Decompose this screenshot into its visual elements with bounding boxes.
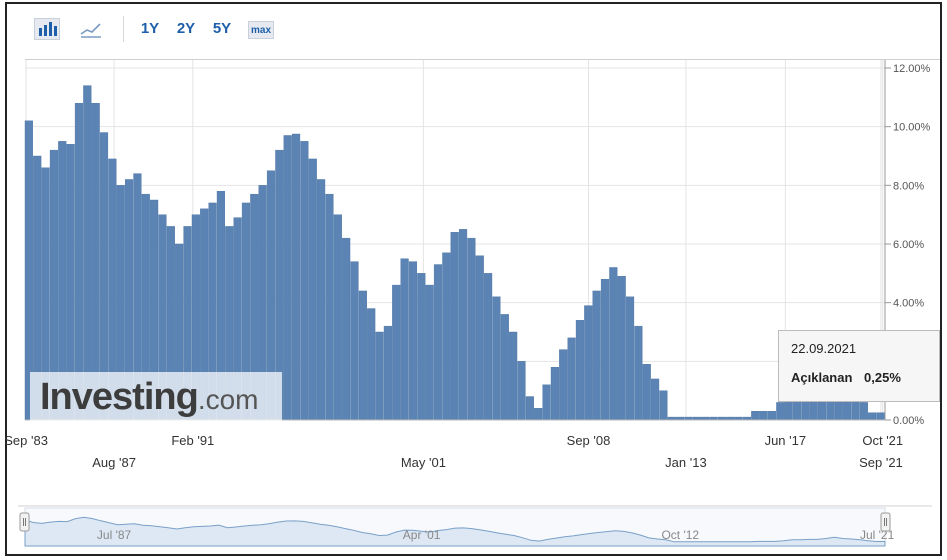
bar bbox=[575, 320, 585, 421]
bar bbox=[859, 402, 868, 421]
bars bbox=[24, 85, 885, 421]
bar bbox=[759, 411, 768, 421]
bar bbox=[876, 412, 885, 421]
tooltip-value: 0,25% bbox=[864, 370, 901, 385]
x-tick-label: Aug '87 bbox=[92, 455, 136, 470]
line-chart-icon[interactable] bbox=[78, 18, 104, 40]
bar bbox=[550, 367, 559, 421]
navigator[interactable]: Jul '87 Apr '01 Oct '12 Jul '21 bbox=[18, 505, 932, 547]
bar bbox=[509, 331, 518, 421]
bar bbox=[433, 264, 443, 421]
bar bbox=[392, 284, 401, 421]
x-tick-label: Sep '83 bbox=[4, 433, 48, 448]
bar bbox=[634, 325, 643, 421]
bar bbox=[617, 276, 626, 421]
bar bbox=[342, 237, 351, 421]
bar bbox=[283, 135, 292, 421]
bar bbox=[325, 193, 334, 421]
bar bbox=[367, 308, 376, 421]
y-tick-label: 0.00% bbox=[893, 415, 924, 427]
navigator-label: Oct '12 bbox=[661, 528, 699, 542]
bar bbox=[868, 412, 877, 421]
range-5y-button[interactable]: 5Y bbox=[212, 20, 232, 37]
bar bbox=[375, 331, 384, 421]
investing-logo: Investing.com bbox=[30, 372, 282, 426]
x-tick-label: Sep '08 bbox=[567, 433, 611, 448]
bar bbox=[467, 237, 476, 421]
bar bbox=[425, 284, 434, 421]
bar bbox=[492, 296, 501, 421]
data-tooltip: 22.09.2021 Açıklanan 0,25% bbox=[778, 330, 940, 402]
bar bbox=[308, 158, 317, 421]
bar bbox=[559, 349, 568, 421]
bar bbox=[659, 390, 668, 421]
y-tick-label: 4.00% bbox=[893, 298, 924, 310]
toolbar-divider bbox=[25, 59, 940, 60]
x-tick-label: Jan '13 bbox=[665, 455, 707, 470]
x-tick-label: Jun '17 bbox=[765, 433, 807, 448]
bar bbox=[442, 252, 451, 421]
bar bbox=[458, 229, 468, 421]
bar bbox=[350, 261, 359, 421]
bar bbox=[592, 290, 601, 421]
x-tick-label: May '01 bbox=[401, 455, 446, 470]
navigator-right-handle-grip bbox=[880, 512, 891, 532]
bar bbox=[776, 402, 785, 421]
range-max-button[interactable]: max bbox=[248, 21, 274, 39]
x-tick-label: Sep '21 bbox=[859, 455, 903, 470]
navigator-right-handle[interactable] bbox=[880, 512, 891, 532]
bar bbox=[358, 290, 367, 421]
navigator-left-handle[interactable] bbox=[19, 512, 30, 532]
bar bbox=[300, 141, 309, 421]
bar bbox=[291, 133, 301, 421]
bar bbox=[651, 378, 660, 421]
tooltip-label: Açıklanan bbox=[791, 370, 853, 385]
x-axis: Sep '83 Feb '91 Sep '08 Jun '17 Oct '21 Aug '… bbox=[4, 419, 903, 470]
bar bbox=[450, 232, 459, 421]
chart-toolbar: 1Y 2Y 5Y max bbox=[7, 4, 940, 54]
bar bbox=[567, 337, 576, 421]
bar bbox=[500, 314, 509, 421]
navigator-label: Apr '01 bbox=[403, 528, 441, 542]
bar-chart-icon[interactable] bbox=[34, 18, 60, 40]
range-2y-button[interactable]: 2Y bbox=[176, 20, 196, 37]
y-tick-label: 12.00% bbox=[893, 63, 931, 75]
bar bbox=[525, 396, 534, 421]
navigator-series bbox=[24, 516, 886, 547]
bar bbox=[383, 325, 392, 421]
tooltip-date: 22.09.2021 bbox=[791, 341, 857, 356]
bar bbox=[609, 267, 618, 421]
bar bbox=[534, 408, 543, 421]
bar bbox=[625, 296, 635, 421]
bar bbox=[542, 384, 551, 421]
y-tick-label: 8.00% bbox=[893, 180, 924, 192]
x-tick-label: Oct '21 bbox=[862, 433, 903, 448]
bar bbox=[400, 258, 409, 421]
bar bbox=[517, 361, 526, 421]
bar bbox=[417, 273, 426, 421]
y-tick-label: 6.00% bbox=[893, 239, 924, 251]
range-1y-button[interactable]: 1Y bbox=[140, 20, 160, 37]
bar bbox=[767, 411, 777, 421]
bar bbox=[484, 273, 493, 421]
bar bbox=[642, 364, 651, 421]
navigator-label: Jul '87 bbox=[97, 528, 132, 542]
bar bbox=[83, 85, 92, 421]
bar bbox=[317, 179, 326, 421]
navigator-left-handle-grip bbox=[19, 512, 30, 532]
y-tick-label: 10.00% bbox=[893, 122, 931, 134]
bar bbox=[600, 279, 610, 421]
brand-wordmark: Investing.com bbox=[40, 376, 259, 418]
bar bbox=[751, 411, 760, 421]
bar bbox=[584, 305, 593, 421]
bar bbox=[333, 214, 342, 421]
bar bbox=[475, 255, 484, 421]
toolbar-separator bbox=[123, 16, 124, 42]
x-tick-label: Feb '91 bbox=[171, 433, 214, 448]
bar bbox=[408, 261, 418, 421]
